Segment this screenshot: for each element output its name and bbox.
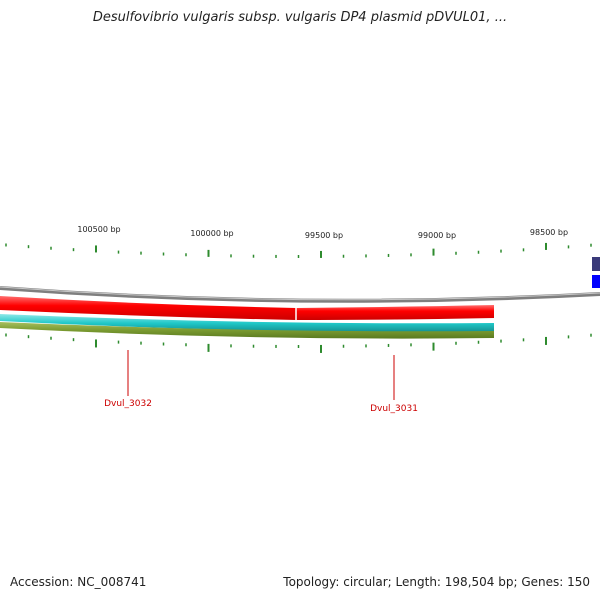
right-feature-blue <box>592 275 600 288</box>
scale-ticks-bottom <box>5 333 592 353</box>
backbone-arc <box>0 286 600 303</box>
scale-label-98500: 98500 bp <box>530 228 568 237</box>
map-title: Desulfovibrio vulgaris subsp. vulgaris D… <box>92 10 508 25</box>
accession-text: Accession: NC_008741 <box>10 575 147 589</box>
gene-label-dvul-3032[interactable]: Dvul_3032 <box>104 399 152 409</box>
backbone-arc-highlight <box>0 286 600 301</box>
scale-ticks-top <box>5 242 592 258</box>
gene-dvul-3031-forward[interactable] <box>296 305 494 320</box>
topology-summary-text: Topology: circular; Length: 198,504 bp; … <box>283 575 590 589</box>
gene-dvul-3032-forward[interactable] <box>0 296 296 320</box>
scale-label-100500: 100500 bp <box>77 225 120 234</box>
gene-label-dvul-3031[interactable]: Dvul_3031 <box>370 404 418 414</box>
cds-band <box>0 314 494 333</box>
scale-label-99500: 99500 bp <box>305 231 343 240</box>
scale-label-100000: 100000 bp <box>190 229 233 238</box>
right-feature-dark <box>592 257 600 271</box>
scale-label-99000: 99000 bp <box>418 231 456 240</box>
feature-band <box>0 322 494 339</box>
